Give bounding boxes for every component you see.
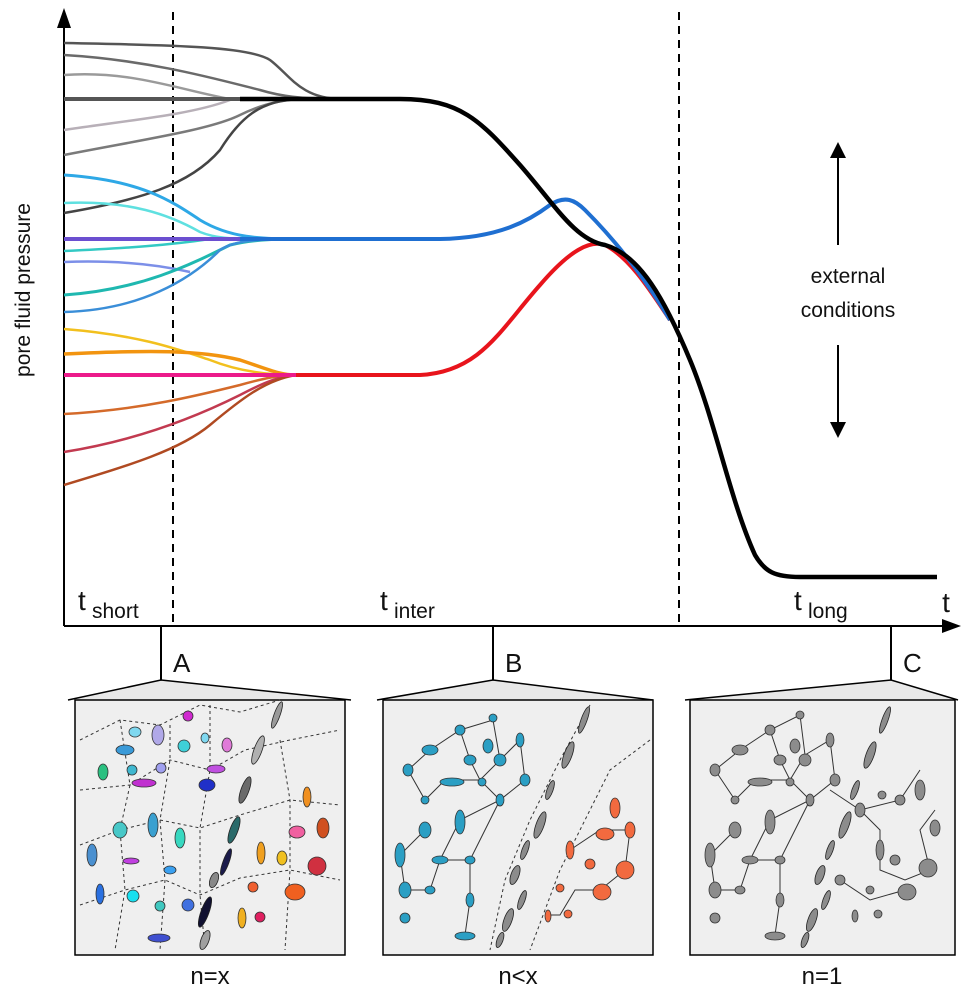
gray-curve-group <box>63 41 341 215</box>
blue-curve-group <box>63 173 301 314</box>
regime-short-sub: short <box>92 600 139 623</box>
panel-B-shear-band <box>495 706 590 948</box>
panel-C: n=1 <box>684 679 959 989</box>
gray-curve-1 <box>63 41 341 101</box>
panel-A-pores <box>86 710 330 943</box>
y-axis-label: pore fluid pressure <box>12 203 35 377</box>
panel-B-pores <box>394 713 636 941</box>
warm-curve-4 <box>63 373 297 454</box>
panel-A-callout <box>67 679 352 701</box>
black-main-curve <box>240 96 937 580</box>
marker-C: C <box>903 648 922 678</box>
panel-C-callout <box>684 679 959 701</box>
regime-label-inter: t inter <box>380 585 435 623</box>
warm-curve-2 <box>63 349 297 377</box>
panel-A-shear-band <box>197 701 283 950</box>
regime-separators <box>172 12 680 626</box>
panel-C-shear-band <box>800 706 891 948</box>
regime-inter-base: t <box>380 585 388 616</box>
marker-B: B <box>505 648 522 678</box>
marker-A: A <box>173 648 191 678</box>
panel-B: n<x <box>376 679 654 989</box>
blue-main-curve <box>240 197 672 322</box>
caption-B: n<x <box>498 963 537 989</box>
gray-curve-3 <box>63 73 231 101</box>
regime-long-sub: long <box>808 600 848 623</box>
panel-B-callout <box>376 679 654 701</box>
external-label-line2: conditions <box>801 299 896 322</box>
external-conditions: external conditions <box>801 142 896 438</box>
regime-label-long: t long <box>794 585 848 623</box>
gray-curve-4 <box>63 98 231 132</box>
panel-A: n=x <box>67 679 352 989</box>
warm-curve-5 <box>63 373 297 487</box>
caption-C: n=1 <box>802 963 843 989</box>
warm-curve-3 <box>63 373 297 416</box>
panel-C-pores <box>704 710 941 941</box>
x-axis-arrow-icon <box>942 619 961 633</box>
caption-A: n=x <box>190 963 229 989</box>
gray-curve-6 <box>63 97 301 215</box>
snapshot-markers: A B C <box>160 626 922 680</box>
panel-B-boundaries <box>489 704 651 951</box>
regime-inter-sub: inter <box>394 600 435 623</box>
main-curves <box>240 96 937 580</box>
blue-curve-5 <box>63 237 301 297</box>
external-label-line1: external <box>811 265 886 288</box>
regime-label-short: t short <box>78 585 139 623</box>
x-axis-label: t <box>942 587 950 618</box>
axes <box>57 8 961 633</box>
y-axis-arrow-icon <box>57 8 71 28</box>
regime-long-base: t <box>794 585 802 616</box>
red-curve <box>296 241 672 377</box>
regime-short-base: t <box>78 585 86 616</box>
warm-curve-group <box>63 327 297 487</box>
